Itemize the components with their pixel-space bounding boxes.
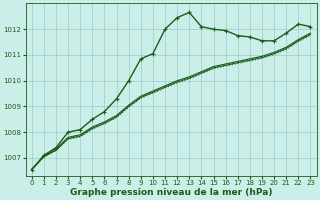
X-axis label: Graphe pression niveau de la mer (hPa): Graphe pression niveau de la mer (hPa) [70,188,272,197]
